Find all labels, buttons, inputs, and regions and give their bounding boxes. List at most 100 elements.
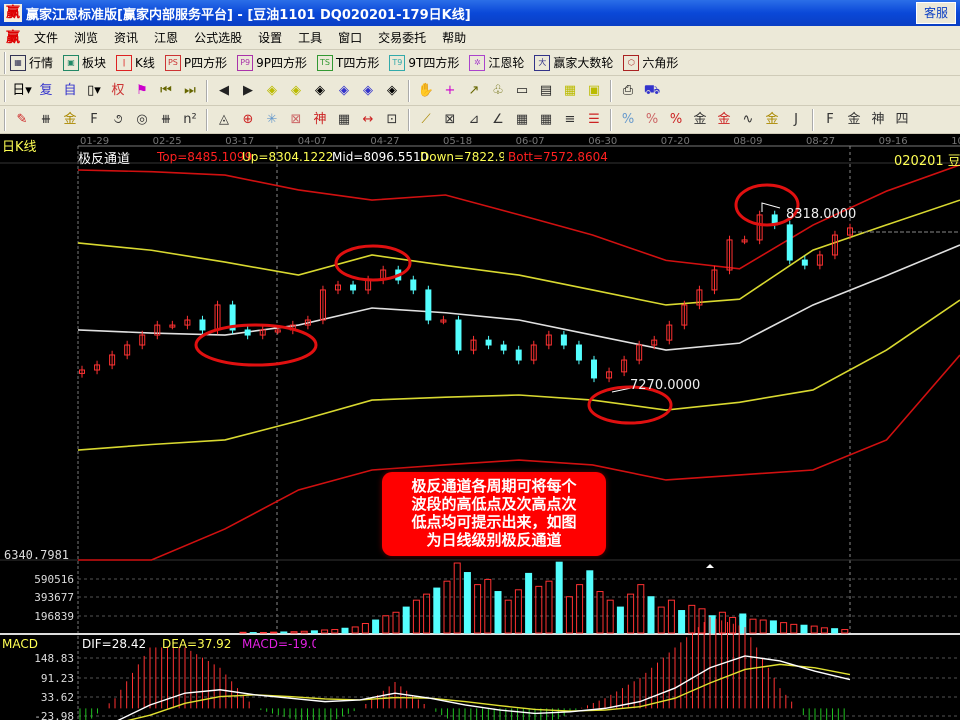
move-right-icon[interactable]: ◈ bbox=[291, 82, 301, 98]
fuquan-icon[interactable]: 复 bbox=[39, 82, 53, 98]
four-angle-icon[interactable]: 四 bbox=[895, 111, 909, 127]
toolbar-tools: ▦ 行情 ▣ 板块 ǀ K线 PS P四方形 P9 9P四方形 TS T四方形 T9 9T四方形 ✲ 江恩轮大… bbox=[0, 50, 960, 76]
percent-line-icon[interactable]: % bbox=[621, 111, 635, 127]
candle-body bbox=[109, 354, 116, 366]
box-icon[interactable]: ⊡ bbox=[386, 111, 398, 127]
gold-level-icon[interactable]: 金 bbox=[717, 111, 731, 127]
toolbar-button[interactable]: 大赢家大数轮 bbox=[534, 54, 613, 71]
shen-angle-icon[interactable]: 神 bbox=[871, 111, 885, 127]
crosshair-icon[interactable]: + bbox=[444, 82, 456, 98]
window-title: 赢家江恩标准版[赢家内部服务平台] - [豆油1101 DQ020201-179… bbox=[26, 7, 471, 23]
gann-grid-icon[interactable]: ▦ bbox=[515, 111, 529, 127]
menu-item[interactable]: 资讯 bbox=[114, 31, 139, 45]
menu-item[interactable]: 公式选股 bbox=[194, 31, 243, 45]
gann-square-icon[interactable]: ▦ bbox=[539, 111, 553, 127]
menu-item[interactable]: 江恩 bbox=[154, 31, 179, 45]
volume-bar bbox=[769, 620, 777, 634]
gold-angle-icon[interactable]: 金 bbox=[847, 111, 861, 127]
calendar-grid-icon[interactable]: ▦ bbox=[337, 111, 351, 127]
ruler-icon[interactable]: ▭ bbox=[515, 82, 529, 98]
customer-service-button[interactable]: 客服 bbox=[916, 2, 956, 24]
right-arrow-icon[interactable]: ▶ bbox=[243, 82, 253, 98]
wave-icon[interactable]: ∿ bbox=[742, 111, 754, 127]
shen-icon[interactable]: 神 bbox=[313, 111, 327, 127]
menu-item[interactable]: 帮助 bbox=[442, 31, 467, 45]
percent-icon[interactable]: % bbox=[645, 111, 659, 127]
toolbar-button[interactable]: PS P四方形 bbox=[164, 54, 227, 71]
angle-icon[interactable]: ∠ bbox=[492, 111, 504, 127]
candle-type-icon[interactable]: ▯▾ bbox=[87, 82, 101, 98]
menu-item[interactable]: 设置 bbox=[258, 31, 283, 45]
zoom-in-icon[interactable]: ◈ bbox=[363, 82, 373, 98]
candle-body bbox=[335, 284, 341, 291]
period-day-icon[interactable]: 日▾ bbox=[12, 82, 32, 98]
volume-bar bbox=[310, 630, 318, 634]
save-icon[interactable]: ▣ bbox=[587, 82, 601, 98]
channel-icon[interactable]: ≡ bbox=[564, 111, 576, 127]
gift-icon[interactable]: ♧ bbox=[492, 82, 504, 98]
f-angle-icon[interactable]: F bbox=[826, 111, 834, 127]
candle-body bbox=[591, 359, 597, 379]
toolbar-button[interactable]: ▦ 行情 bbox=[10, 54, 53, 71]
last-icon[interactable]: ⏭ bbox=[184, 82, 196, 98]
width-icon[interactable]: ↔ bbox=[362, 111, 374, 127]
print-icon[interactable]: ⎙ bbox=[622, 82, 634, 98]
volume-bar bbox=[831, 628, 839, 634]
truck-icon[interactable]: ⛟ bbox=[643, 82, 661, 98]
gold-circle-icon[interactable]: 金 bbox=[693, 111, 707, 127]
menu-item[interactable]: 浏览 bbox=[74, 31, 99, 45]
kline-chart[interactable]: 01-29 02-25 03-17 04-07 04-27 05-18 06-07 06-30… bbox=[0, 134, 960, 720]
first-icon[interactable]: ⏮ bbox=[160, 82, 172, 98]
toolbar-button[interactable]: ✲ 江恩轮 bbox=[469, 54, 524, 71]
move-left-icon[interactable]: ◈ bbox=[267, 82, 277, 98]
star-icon[interactable]: ✳ bbox=[266, 111, 278, 127]
pen-icon[interactable]: ✎ bbox=[16, 111, 28, 127]
menu-item[interactable]: 窗口 bbox=[338, 31, 363, 45]
band-line-bott bbox=[78, 354, 960, 561]
candle-body bbox=[470, 339, 477, 351]
grid-lines-icon[interactable]: ⧻ bbox=[160, 111, 172, 127]
expand-icon[interactable]: ◈ bbox=[315, 82, 325, 98]
toolbar-button[interactable]: ⬡ 六角形 bbox=[623, 54, 678, 71]
fib-icon[interactable]: F bbox=[90, 111, 98, 127]
volume-bar bbox=[545, 580, 553, 634]
target-icon[interactable]: ⊕ bbox=[242, 111, 254, 127]
spiral-icon[interactable]: ૭ bbox=[113, 111, 123, 127]
hand-icon[interactable]: ✋ bbox=[417, 82, 435, 98]
left-arrow-icon[interactable]: ◀ bbox=[219, 82, 229, 98]
gold-bar-icon[interactable]: 金 bbox=[765, 111, 779, 127]
gold-lines-icon[interactable]: 金 bbox=[63, 111, 77, 127]
gann-box-icon[interactable]: ⊠ bbox=[444, 111, 456, 127]
menu-item[interactable]: 交易委托 bbox=[378, 31, 427, 45]
macd-tick: -23.98 bbox=[34, 710, 74, 720]
candle-body bbox=[560, 334, 567, 346]
calculator-icon[interactable]: ▦ bbox=[563, 82, 577, 98]
toolbar-button[interactable]: ǀ K线 bbox=[116, 54, 155, 71]
toolbar-button[interactable]: ▣ 板块 bbox=[63, 54, 106, 71]
candle-body bbox=[756, 214, 763, 241]
parallel-lines-icon[interactable]: ⧻ bbox=[40, 111, 52, 127]
circle-lines-icon[interactable]: ◎ bbox=[136, 111, 148, 127]
shrink-icon[interactable]: ◈ bbox=[339, 82, 349, 98]
fan-icon[interactable]: ⟋ bbox=[421, 111, 431, 127]
list-icon[interactable]: ☰ bbox=[588, 111, 600, 127]
self-select-icon[interactable]: 自 bbox=[63, 82, 77, 98]
volume-bar bbox=[392, 611, 400, 634]
zoom-vertical-icon[interactable]: ◈ bbox=[387, 82, 397, 98]
n2-icon[interactable]: n² bbox=[183, 111, 197, 127]
trend-icon[interactable]: ↗ bbox=[468, 82, 480, 98]
rights-icon[interactable]: 权 bbox=[111, 82, 125, 98]
triangle-icon[interactable]: ◬ bbox=[219, 111, 229, 127]
square-star-icon[interactable]: ⊠ bbox=[290, 111, 302, 127]
flag-icon[interactable]: ⚑ bbox=[136, 82, 148, 98]
menu-item[interactable]: 工具 bbox=[298, 31, 323, 45]
toolbar-button[interactable]: T9 9T四方形 bbox=[389, 54, 459, 71]
toolbar-button[interactable]: TS T四方形 bbox=[317, 54, 379, 71]
calendar-icon[interactable]: ▤ bbox=[539, 82, 553, 98]
toolbar-button[interactable]: P9 9P四方形 bbox=[237, 54, 307, 71]
j-angle-icon[interactable]: J bbox=[794, 111, 798, 127]
band-line-mid bbox=[77, 244, 960, 351]
percent-level-icon[interactable]: % bbox=[669, 111, 683, 127]
menu-item[interactable]: 文件 bbox=[34, 31, 59, 45]
gann-fan-icon[interactable]: ⊿ bbox=[468, 111, 480, 127]
